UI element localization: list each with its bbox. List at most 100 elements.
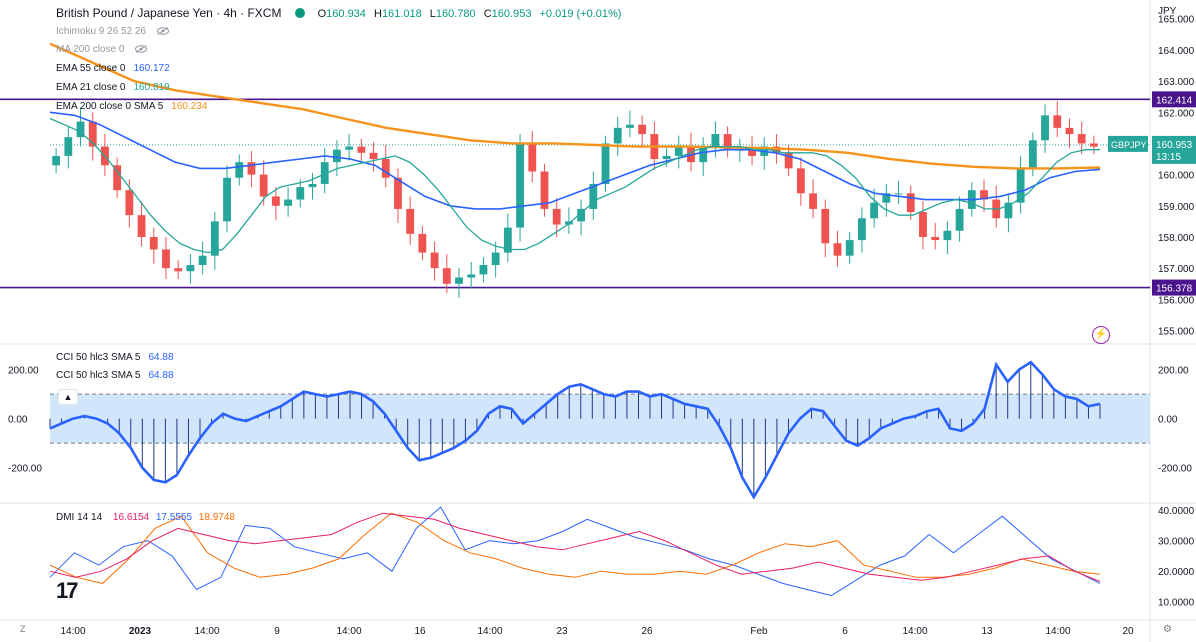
candle-body: [821, 208, 830, 244]
dmi-legend[interactable]: DMI 14 14 16.6154 17.5555 18.9748: [56, 512, 235, 523]
candle-body: [723, 134, 732, 150]
candle-body: [540, 171, 549, 209]
indicator-value: 64.88: [148, 370, 174, 381]
candle-body: [894, 193, 903, 195]
cci-tick-label: 0.00: [1158, 415, 1178, 426]
countdown-label: 13:15: [1156, 152, 1181, 163]
indicator-name: DMI 14 14: [56, 512, 103, 523]
cci-tick-label-left: 0.00: [8, 415, 28, 426]
candle-body: [296, 187, 305, 200]
last-price-label: 160.953: [1156, 140, 1193, 151]
dmi-tick-label: 30.0000: [1158, 537, 1195, 548]
candle-body: [626, 124, 634, 128]
candle-body: [833, 243, 842, 256]
candle-body: [638, 124, 647, 135]
candle-body: [662, 155, 671, 160]
candle-body: [455, 277, 463, 284]
indicator-name: CCI 50 hlc3 SMA 5: [56, 352, 141, 363]
candle-body: [210, 221, 219, 256]
candle-body: [1065, 127, 1074, 135]
candle-body: [577, 208, 586, 222]
tradingview-logo[interactable]: 17: [56, 578, 78, 603]
level-price-tag: [1152, 279, 1196, 296]
time-tick-label: 14:00: [194, 626, 219, 637]
hidden-eye-icon[interactable]: [156, 27, 169, 35]
price-tick-label: 165.000: [1158, 15, 1195, 26]
candle-body: [467, 274, 476, 278]
candle-body: [491, 252, 500, 266]
candle-body: [748, 149, 756, 156]
indicator-value: 64.88: [148, 352, 174, 363]
candle-body: [711, 134, 720, 147]
indicator-value: 160.172: [133, 63, 170, 74]
indicator-name: EMA 55 close 0: [56, 63, 126, 74]
alert-bolt-icon[interactable]: ⚡: [1092, 326, 1110, 344]
dmi-line-2: [49, 512, 1101, 584]
timezone-label[interactable]: Z: [20, 624, 26, 634]
candle-body: [345, 146, 354, 150]
ohlc-change: +0.019 (+0.01%): [539, 8, 622, 20]
candle-body: [369, 152, 378, 160]
dmi-tick-label: 20.0000: [1158, 567, 1195, 578]
indicator-name: EMA 200 close 0 SMA 5: [56, 101, 164, 112]
time-tick-label: 6: [842, 626, 848, 637]
candle-body: [394, 177, 402, 209]
settings-gear-icon[interactable]: ⚙: [1163, 624, 1172, 635]
dmi-tick-label: 40.0000: [1158, 506, 1195, 517]
indicator-legend-ema55[interactable]: EMA 55 close 0 160.172: [56, 63, 170, 74]
candle-body: [64, 137, 73, 156]
candle-body: [333, 149, 341, 163]
time-tick-label: 20: [1122, 626, 1134, 637]
candle-body: [1077, 134, 1086, 144]
candle-body: [442, 268, 451, 284]
candle-body: [882, 193, 891, 203]
ohlc-close-label: C: [483, 8, 492, 20]
ohlc-header: British Pound / Japanese Yen · 4h · FXCM…: [56, 6, 626, 20]
price-tick-label: 162.000: [1158, 108, 1195, 119]
collapse-button[interactable]: ▲: [58, 389, 78, 405]
time-tick-label: 14:00: [477, 626, 502, 637]
candle-body: [674, 146, 683, 156]
candle-body: [906, 193, 915, 213]
ema200-line: [49, 42, 1101, 170]
indicator-legend-ema21[interactable]: EMA 21 close 0 160.819: [56, 82, 170, 93]
level-price-tag: [1152, 91, 1196, 108]
cci-legend-2[interactable]: CCI 50 hlc3 SMA 5 64.88: [56, 370, 174, 381]
candle-body: [528, 143, 537, 172]
candle-body: [809, 193, 817, 209]
indicator-value: 160.819: [133, 82, 170, 93]
candle-body: [479, 265, 488, 275]
cci-tick-label-left: 200.00: [8, 366, 39, 377]
candle-body: [552, 208, 561, 225]
candle-body: [284, 199, 292, 206]
candle-body: [406, 208, 415, 234]
dmi-value-3: 18.9748: [198, 512, 235, 523]
indicator-legend-ema200[interactable]: EMA 200 close 0 SMA 5 160.234: [56, 101, 207, 112]
indicator-legend-ma200[interactable]: MA 200 close 0: [56, 44, 148, 55]
candle-body: [613, 127, 622, 144]
hidden-eye-icon[interactable]: [135, 45, 148, 53]
candle-body: [430, 252, 439, 269]
cci-legend-1[interactable]: CCI 50 hlc3 SMA 5 64.88: [56, 352, 174, 363]
ohlc-high-label: H: [373, 8, 382, 20]
dmi-tick-label: 10.0000: [1158, 598, 1195, 609]
indicator-legend-ichimoku[interactable]: Ichimoku 9 26 52 26: [56, 26, 169, 37]
candle-body: [88, 121, 97, 147]
candle-body: [223, 177, 231, 222]
candle-body: [503, 227, 512, 253]
price-tick-label: 160.000: [1158, 171, 1195, 182]
candle-body: [845, 240, 854, 256]
price-tick-label: 164.000: [1158, 46, 1195, 57]
dmi-line-3: [49, 512, 1101, 582]
time-tick-label: 14:00: [902, 626, 927, 637]
price-tick-label: 155.000: [1158, 327, 1195, 338]
candle-body: [76, 121, 85, 138]
ohlc-low-label: L: [429, 8, 436, 20]
time-tick-label: 14:00: [60, 626, 85, 637]
price-tick-label: 163.000: [1158, 77, 1195, 88]
candle-body: [162, 249, 170, 269]
ohlc-open-value: 160.934: [326, 8, 366, 20]
candle-body: [980, 190, 988, 200]
candle-body: [1016, 168, 1025, 203]
